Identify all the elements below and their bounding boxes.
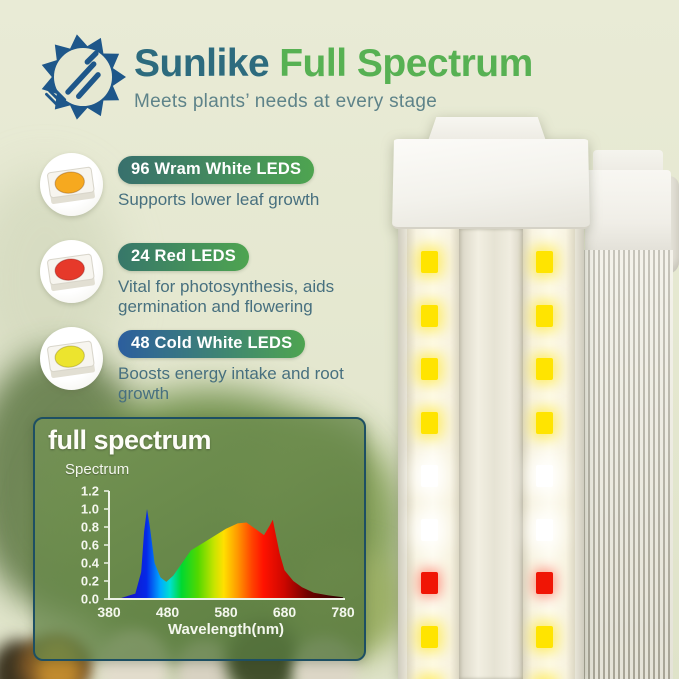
- feature-badge: 24 Red LEDS: [118, 243, 249, 271]
- spectrum-panel: full spectrum Spectrum: [33, 417, 366, 661]
- y-tick: 1.0: [81, 502, 99, 517]
- yellow-led: [421, 358, 438, 380]
- y-tick: 0.0: [81, 592, 99, 607]
- y-tick: 0.6: [81, 538, 99, 553]
- spectrum-chart: 1.2 1.0 0.8 0.6 0.4 0.2 0.0 380 480 580 …: [81, 484, 355, 639]
- feature-description: Boosts energy intake and root growth: [118, 364, 344, 404]
- cold-white-led-chip-icon: [40, 327, 103, 390]
- led-column: [421, 229, 438, 679]
- yellow-led: [536, 358, 553, 380]
- heatsink-fins: [583, 250, 673, 679]
- front-bar-body: [398, 229, 584, 679]
- front-bar-top-tab: [428, 117, 546, 141]
- page-subtitle: Meets plants’ needs at every stage: [134, 91, 438, 112]
- sun-ray-slashes: [65, 50, 101, 100]
- yellow-led: [536, 625, 553, 648]
- white-led: [421, 518, 438, 541]
- feature-warm-white-leds: 96 Wram White LEDS Supports lower leaf g…: [40, 153, 370, 216]
- led-strip-right: [523, 229, 575, 679]
- x-tick: 780: [331, 604, 355, 620]
- y-tick: 0.2: [81, 574, 99, 589]
- front-bar-end-cap: [392, 139, 590, 229]
- y-axis-label: Spectrum: [65, 461, 130, 478]
- panel-title: full spectrum: [48, 425, 212, 455]
- x-tick: 580: [214, 604, 238, 620]
- feature-description: Supports lower leaf growth: [118, 190, 320, 209]
- yellow-led: [421, 625, 438, 648]
- spectrum-curve: [109, 509, 343, 599]
- x-tick: 680: [273, 604, 297, 620]
- grow-light-front-bar: [390, 117, 592, 679]
- light-beam-hatch: [45, 86, 67, 107]
- aluminum-channel: [459, 229, 523, 679]
- sun-icon: [41, 34, 126, 120]
- feature-badge: 96 Wram White LEDS: [118, 156, 315, 184]
- yellow-led: [421, 411, 438, 434]
- yellow-led: [421, 251, 438, 273]
- y-tick: 0.8: [81, 520, 99, 535]
- led-strip-left: [407, 229, 459, 679]
- red-led: [536, 572, 553, 594]
- red-led: [421, 572, 438, 594]
- x-tick: 380: [97, 604, 121, 620]
- x-tick: 480: [156, 604, 180, 620]
- y-tick: 1.2: [81, 484, 99, 499]
- yellow-led: [536, 304, 553, 327]
- title-sunlike: Sunlike: [134, 42, 270, 85]
- page-title: Sunlike Full Spectrum: [134, 42, 533, 86]
- x-axis-label: Wavelength(nm): [168, 621, 284, 638]
- white-led: [536, 465, 553, 487]
- y-tick: 0.4: [81, 556, 100, 571]
- warm-white-led-chip-icon: [40, 153, 103, 216]
- led-column: [536, 229, 553, 679]
- grow-light-back-bar: [583, 150, 679, 679]
- yellow-led: [536, 411, 553, 434]
- white-led: [421, 465, 438, 487]
- feature-badge: 48 Cold White LEDS: [118, 330, 306, 358]
- feature-description: Vital for photosynthesis, aids germinati…: [118, 277, 335, 317]
- bar-edge: [398, 229, 407, 679]
- bar-edge: [575, 229, 584, 679]
- feature-red-leds: 24 Red LEDS Vital for photosynthesis, ai…: [40, 240, 370, 318]
- feature-cold-white-leds: 48 Cold White LEDS Boosts energy intake …: [40, 327, 370, 405]
- white-led: [536, 518, 553, 541]
- y-tick-marks: [104, 490, 109, 600]
- title-full-spectrum: Full Spectrum: [279, 42, 533, 85]
- red-led-chip-icon: [40, 240, 103, 303]
- back-bar-end-cap: [585, 170, 671, 258]
- yellow-led: [421, 304, 438, 327]
- header: Sunlike Full Spectrum Meets plants’ needs…: [40, 34, 533, 120]
- yellow-led: [536, 251, 553, 273]
